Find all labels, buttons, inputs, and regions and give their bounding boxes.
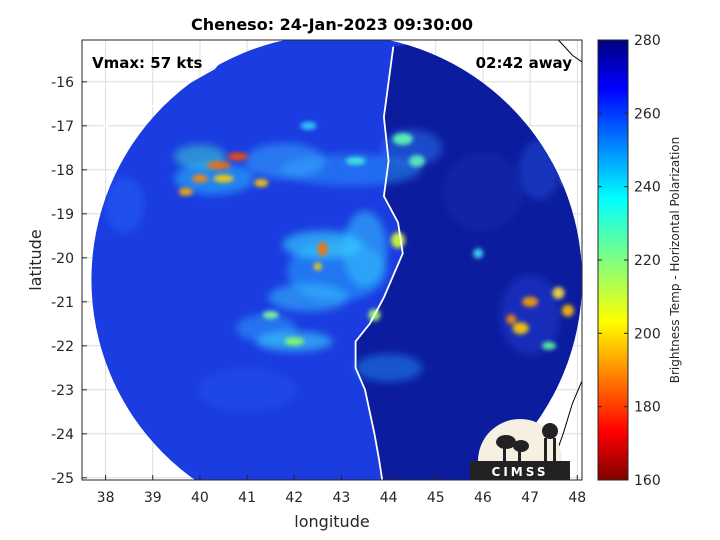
colorbar-tick-label: 220 bbox=[634, 253, 661, 269]
vmax-annotation: Vmax: 57 kts bbox=[92, 54, 202, 72]
x-tick-label: 40 bbox=[191, 490, 209, 506]
northeast-coastline bbox=[558, 40, 582, 63]
colorbar-tick-label: 260 bbox=[634, 106, 661, 122]
convective-cell bbox=[561, 304, 574, 317]
cloud-band bbox=[268, 283, 349, 312]
colorbar-tick-label: 180 bbox=[634, 400, 661, 416]
convective-cell bbox=[473, 248, 484, 259]
colorbar-label: Brightness Temp - Horizontal Polarizatio… bbox=[668, 137, 682, 384]
cimss-logo: CIMSS bbox=[470, 419, 570, 480]
y-tick-label: -17 bbox=[51, 119, 74, 135]
convective-cell bbox=[227, 152, 248, 161]
colorbar-tick-label: 240 bbox=[634, 180, 661, 196]
convective-cell bbox=[254, 179, 269, 187]
convective-cell bbox=[408, 155, 425, 167]
cloud-band bbox=[343, 211, 388, 287]
mozambique-coastline bbox=[82, 46, 234, 138]
y-tick-label: -24 bbox=[51, 427, 74, 443]
y-tick-label: -22 bbox=[51, 339, 74, 355]
convective-cell bbox=[191, 174, 208, 183]
cloud-band bbox=[500, 275, 561, 355]
convective-cell bbox=[262, 311, 279, 319]
cloud-band bbox=[104, 177, 145, 233]
x-tick-label: 41 bbox=[238, 490, 256, 506]
convective-cell bbox=[391, 232, 406, 249]
cloud-band bbox=[354, 353, 423, 382]
y-axis-label: latitude bbox=[26, 229, 45, 290]
convective-cell bbox=[552, 287, 565, 299]
x-tick-label: 39 bbox=[144, 490, 162, 506]
convective-cell bbox=[284, 337, 305, 346]
time-away-annotation: 02:42 away bbox=[476, 54, 573, 72]
svg-text:CIMSS: CIMSS bbox=[492, 465, 549, 479]
convective-cell bbox=[506, 314, 517, 325]
colorbar-ticks: 160 180 200 220 240 260 280 bbox=[598, 33, 661, 489]
colorbar-tick-label: 280 bbox=[634, 33, 661, 49]
convective-cell bbox=[541, 341, 556, 350]
coastlines bbox=[82, 40, 582, 480]
cloud-band bbox=[197, 367, 298, 412]
x-axis-ticks: 38 39 40 41 42 43 44 45 46 47 48 bbox=[97, 475, 586, 506]
convective-cell bbox=[213, 174, 234, 183]
y-tick-label: -18 bbox=[51, 163, 74, 179]
y-tick-label: -25 bbox=[51, 471, 74, 487]
x-tick-label: 48 bbox=[568, 490, 586, 506]
y-tick-label: -16 bbox=[51, 75, 74, 91]
cloud-band bbox=[244, 143, 325, 179]
y-axis-ticks: -16 -17 -18 -19 -20 -21 -22 -23 -24 -25 bbox=[51, 75, 87, 487]
plot-frame bbox=[81, 39, 583, 481]
y-tick-label: -20 bbox=[51, 251, 74, 267]
x-tick-label: 47 bbox=[521, 490, 539, 506]
x-tick-label: 42 bbox=[285, 490, 303, 506]
y-tick-label: -19 bbox=[51, 207, 74, 223]
convective-cell bbox=[317, 242, 328, 256]
colorbar-gradient bbox=[597, 39, 629, 481]
y-tick-label: -21 bbox=[51, 295, 74, 311]
convective-cell bbox=[345, 157, 366, 165]
x-tick-label: 46 bbox=[474, 490, 492, 506]
x-tick-label: 44 bbox=[380, 490, 398, 506]
madagascar-coastline bbox=[354, 46, 404, 480]
convective-cell bbox=[206, 161, 231, 170]
convective-cell bbox=[392, 133, 413, 145]
colorbar-tick-label: 160 bbox=[634, 473, 661, 489]
colorbar-tick-label: 200 bbox=[634, 326, 661, 342]
convective-cell bbox=[522, 296, 539, 307]
cloud-band bbox=[442, 151, 523, 232]
convective-cell bbox=[300, 121, 317, 130]
y-tick-label: -23 bbox=[51, 383, 74, 399]
x-axis-label: longitude bbox=[294, 512, 369, 531]
convective-cell bbox=[512, 322, 529, 335]
convective-cell bbox=[178, 187, 193, 196]
x-tick-label: 45 bbox=[427, 490, 445, 506]
chart-title: Cheneso: 24-Jan-2023 09:30:00 bbox=[191, 15, 473, 34]
colorbar: 160 180 200 220 240 260 280 Brightness Temp - … bbox=[597, 33, 682, 489]
x-tick-label: 43 bbox=[333, 490, 351, 506]
convective-cell bbox=[313, 262, 322, 271]
x-tick-label: 38 bbox=[97, 490, 115, 506]
